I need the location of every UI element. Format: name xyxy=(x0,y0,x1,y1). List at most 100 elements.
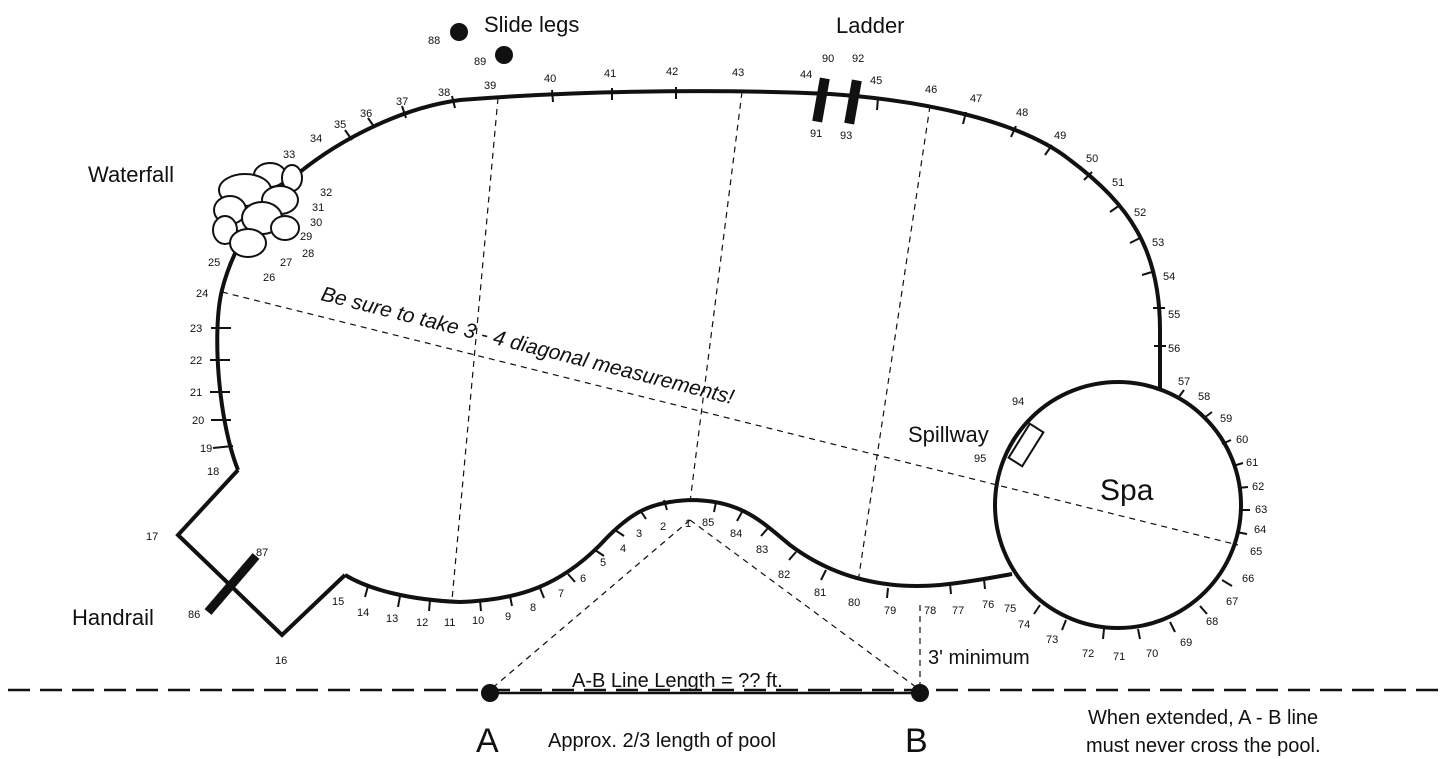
point-68: 68 xyxy=(1206,616,1218,628)
point-95: 95 xyxy=(974,453,986,465)
point-38: 38 xyxy=(438,87,450,99)
point-94: 94 xyxy=(1012,396,1024,408)
point-b-label: B xyxy=(905,722,928,759)
point-57: 57 xyxy=(1178,376,1190,388)
point-47: 47 xyxy=(970,93,982,105)
handrail-label: Handrail xyxy=(72,605,154,630)
point-60: 60 xyxy=(1236,434,1248,446)
point-78: 78 xyxy=(924,605,936,617)
point-56: 56 xyxy=(1168,343,1180,355)
ladder-rail-left xyxy=(812,77,830,123)
point-74: 74 xyxy=(1018,619,1030,631)
perimeter-ticks xyxy=(210,87,1250,640)
point-40: 40 xyxy=(544,73,556,85)
slide-legs-label: Slide legs xyxy=(484,12,579,37)
warning-line-2: must never cross the pool. xyxy=(1086,735,1321,757)
point-51: 51 xyxy=(1112,177,1124,189)
point-19: 19 xyxy=(200,443,212,455)
point-14: 14 xyxy=(357,607,369,619)
point-64: 64 xyxy=(1254,524,1266,536)
diagonal-note: Be sure to take 3 - 4 diagonal measureme… xyxy=(319,283,737,410)
point-6: 6 xyxy=(580,573,586,585)
point-21: 21 xyxy=(190,387,202,399)
point-33: 33 xyxy=(283,149,295,161)
point-58: 58 xyxy=(1198,391,1210,403)
ab-line-length-label: A-B Line Length = ?? ft. xyxy=(572,670,783,692)
point-a-label: A xyxy=(476,722,499,759)
point-41: 41 xyxy=(604,68,616,80)
point-15: 15 xyxy=(332,596,344,608)
point-92: 92 xyxy=(852,53,864,65)
point-27: 27 xyxy=(280,257,292,269)
point-30: 30 xyxy=(310,217,322,229)
point-11: 11 xyxy=(444,617,455,629)
point-54: 54 xyxy=(1163,271,1175,283)
point-73: 73 xyxy=(1046,634,1058,646)
three-minimum-label: 3' minimum xyxy=(928,647,1030,669)
point-44: 44 xyxy=(800,69,812,81)
point-61: 61 xyxy=(1246,457,1258,469)
point-70: 70 xyxy=(1146,648,1158,660)
point-46: 46 xyxy=(925,84,937,96)
point-7: 7 xyxy=(558,588,564,600)
point-50: 50 xyxy=(1086,153,1098,165)
point-5: 5 xyxy=(600,557,606,569)
point-numbers: 1 2 3 4 5 6 7 8 9 10 11 12 13 14 15 16 1… xyxy=(146,35,1267,667)
point-67: 67 xyxy=(1226,596,1238,608)
point-12: 12 xyxy=(416,617,428,629)
point-17: 17 xyxy=(146,531,158,543)
point-32: 32 xyxy=(320,187,332,199)
point-35: 35 xyxy=(334,119,346,131)
point-83: 83 xyxy=(756,544,768,556)
spillway-label: Spillway xyxy=(908,422,989,447)
point-53: 53 xyxy=(1152,237,1164,249)
warning-line-1: When extended, A - B line xyxy=(1088,707,1318,729)
point-52: 52 xyxy=(1134,207,1146,219)
slide-leg-dot-88 xyxy=(450,23,468,41)
point-37: 37 xyxy=(396,96,408,108)
point-80: 80 xyxy=(848,597,860,609)
point-85: 85 xyxy=(702,517,714,529)
point-2: 2 xyxy=(660,521,666,533)
point-18: 18 xyxy=(207,466,219,478)
point-62: 62 xyxy=(1252,481,1264,493)
point-82: 82 xyxy=(778,569,790,581)
point-55: 55 xyxy=(1168,309,1180,321)
point-13: 13 xyxy=(386,613,398,625)
spa-circle xyxy=(993,380,1243,630)
point-25: 25 xyxy=(208,257,220,269)
pool-outline xyxy=(215,89,1162,471)
point-79: 79 xyxy=(884,605,896,617)
point-49: 49 xyxy=(1054,130,1066,142)
point-31: 31 xyxy=(312,202,324,214)
waterfall-rocks xyxy=(212,162,303,258)
point-b-dot xyxy=(911,684,929,702)
ladder-rail-right xyxy=(844,79,862,125)
point-10: 10 xyxy=(472,615,484,627)
point-48: 48 xyxy=(1016,107,1028,119)
point-23: 23 xyxy=(190,323,202,335)
point-88: 88 xyxy=(428,35,440,47)
point-24: 24 xyxy=(196,288,208,300)
point-87: 87 xyxy=(256,547,268,559)
point-8: 8 xyxy=(530,602,536,614)
point-81: 81 xyxy=(814,587,826,599)
point-1: 1 xyxy=(685,518,691,530)
point-42: 42 xyxy=(666,66,678,78)
point-20: 20 xyxy=(192,415,204,427)
point-9: 9 xyxy=(505,611,511,623)
point-34: 34 xyxy=(310,133,322,145)
slide-leg-dot-89 xyxy=(495,46,513,64)
point-84: 84 xyxy=(730,528,742,540)
handrail-bar xyxy=(204,553,260,615)
point-91: 91 xyxy=(810,128,822,140)
point-93: 93 xyxy=(840,130,852,142)
point-36: 36 xyxy=(360,108,372,120)
point-66: 66 xyxy=(1242,573,1254,585)
point-16: 16 xyxy=(275,655,287,667)
approx-label: Approx. 2/3 length of pool xyxy=(548,730,776,752)
point-28: 28 xyxy=(302,248,314,260)
waterfall-label: Waterfall xyxy=(88,162,174,187)
point-77: 77 xyxy=(952,605,964,617)
point-69: 69 xyxy=(1180,637,1192,649)
